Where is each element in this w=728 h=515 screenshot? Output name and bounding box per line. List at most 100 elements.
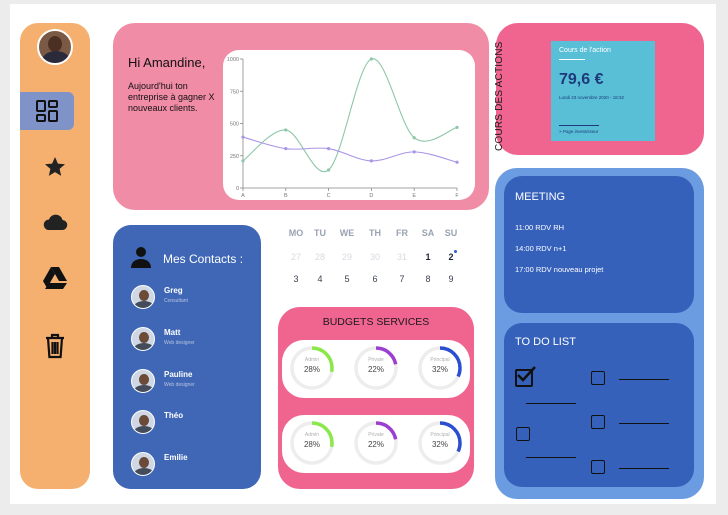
calendar-day[interactable]: 9	[448, 274, 454, 284]
budget-gauge[interactable]: Private 22%	[352, 344, 400, 392]
divider	[559, 125, 599, 126]
calendar-day-selected[interactable]: 2	[448, 252, 454, 262]
todo-checkbox[interactable]	[591, 415, 605, 429]
todo-checkbox-checked[interactable]	[515, 366, 536, 387]
gauge-ring	[290, 346, 334, 390]
calendar-day-header: TU	[314, 228, 326, 238]
calendar-day[interactable]: 30	[369, 252, 380, 262]
divider	[559, 59, 585, 60]
x-tick-label: F	[455, 193, 459, 199]
sidebar-item-dashboard[interactable]	[20, 92, 74, 130]
gauge-label: Principal	[430, 432, 450, 438]
budget-row: Admin 28% Private 22% Principal 32%	[282, 415, 470, 473]
contact-item[interactable]: Matt Web designer	[131, 327, 251, 355]
avatar[interactable]	[37, 29, 73, 65]
contact-name: Emilie	[164, 453, 188, 462]
contact-item[interactable]: Théo	[131, 410, 251, 438]
stock-panel: COURS DES ACTIONS Cours de l'action 79,6…	[494, 23, 704, 155]
todo-checkbox[interactable]	[591, 460, 605, 474]
checkmark-icon	[517, 366, 536, 382]
user-icon	[131, 247, 151, 268]
gauge-percent: 28%	[303, 440, 320, 449]
series-point	[241, 135, 245, 139]
gauge-label: Admin	[304, 432, 320, 438]
calendar-day[interactable]: 4	[317, 274, 323, 284]
stock-value: 79,6 €	[559, 71, 604, 88]
x-tick-label: E	[412, 193, 416, 199]
sidebar-item-drive[interactable]	[20, 259, 90, 297]
y-tick-label: 250	[230, 154, 239, 160]
calendar-day[interactable]: 3	[293, 274, 299, 284]
calendar-day[interactable]: 31	[396, 252, 407, 262]
budget-gauge[interactable]: Private 22%	[352, 419, 400, 467]
series-point	[241, 159, 245, 163]
stock-card[interactable]: Cours de l'action 79,6 € Lundi 23 novemb…	[551, 41, 655, 141]
budgets-title: BUDGETS SERVICES	[322, 316, 430, 328]
gauge-label: Principal	[430, 357, 450, 363]
series-point	[369, 159, 373, 163]
contact-item[interactable]: Emilie	[131, 452, 251, 480]
budget-gauge[interactable]: Admin 28%	[288, 344, 336, 392]
x-tick-label: A	[241, 193, 245, 199]
calendar-day[interactable]: 28	[314, 252, 325, 262]
series-point	[327, 168, 331, 172]
todo-checkbox[interactable]	[591, 371, 605, 385]
gauge-label: Private	[368, 357, 384, 363]
series-point	[284, 128, 288, 132]
gauge-label: Admin	[304, 357, 320, 363]
calendar-day-header: SU	[444, 228, 458, 238]
greeting-title: Hi Amandine,	[128, 55, 206, 70]
meeting-item[interactable]: 14:00 RDV n+1	[515, 244, 567, 253]
gauge-percent: 28%	[303, 365, 320, 374]
sidebar-item-favorites[interactable]	[20, 148, 90, 186]
contact-avatar	[131, 327, 155, 351]
series-line-1	[242, 136, 458, 163]
contact-avatar	[131, 369, 155, 393]
calendar-day[interactable]: 5	[344, 274, 350, 284]
y-tick-label: 500	[230, 122, 239, 128]
gauge-fill	[290, 421, 334, 465]
gauge-ring	[354, 346, 398, 390]
sidebar	[20, 23, 90, 489]
budget-gauge[interactable]: Admin 28%	[288, 419, 336, 467]
contact-item[interactable]: Greg Consultant	[131, 285, 251, 313]
calendar: MO TU WE TH FR SA SU 27 28 29 30 31 1 2 …	[283, 228, 469, 290]
todo-line[interactable]	[619, 379, 669, 380]
calendar-day[interactable]: 1	[425, 252, 431, 262]
event-dot	[454, 250, 457, 253]
calendar-day[interactable]: 6	[372, 274, 378, 284]
calendar-day[interactable]: 27	[290, 252, 301, 262]
todo-line[interactable]	[526, 403, 576, 404]
meeting-item[interactable]: 17:00 RDV nouveau projet	[515, 265, 604, 274]
sidebar-item-cloud[interactable]	[20, 203, 90, 241]
contacts-title: Mes Contacts :	[163, 252, 244, 266]
calendar-day-header: FR	[396, 228, 408, 238]
calendar-day[interactable]: 8	[425, 274, 431, 284]
contact-role: Consultant	[164, 298, 188, 304]
contact-item[interactable]: Pauline Web designer	[131, 369, 251, 397]
todo-line[interactable]	[619, 468, 669, 469]
calendar-day[interactable]: 7	[399, 274, 405, 284]
sidebar-item-trash[interactable]	[20, 327, 90, 365]
y-tick-label: 0	[236, 186, 239, 192]
series-point	[412, 150, 416, 154]
contact-avatar	[131, 410, 155, 434]
contact-name: Théo	[164, 411, 184, 420]
calendar-day[interactable]: 29	[341, 252, 352, 262]
calendar-day-header: TH	[369, 228, 381, 238]
x-tick-label: D	[369, 193, 373, 199]
todo-checkbox[interactable]	[516, 427, 530, 441]
contact-name: Pauline	[164, 370, 193, 379]
series-point	[455, 160, 459, 164]
series-point	[369, 57, 373, 61]
budget-gauge[interactable]: Principal 32%	[416, 419, 464, 467]
investor-page-link[interactable]: > Page investisseur	[559, 129, 599, 134]
budget-gauge[interactable]: Principal 32%	[416, 344, 464, 392]
gauge-percent: 32%	[431, 365, 448, 374]
todo-line[interactable]	[619, 423, 669, 424]
todo-line[interactable]	[526, 457, 576, 458]
meeting-item[interactable]: 11:00 RDV RH	[515, 223, 565, 232]
contact-avatar	[131, 452, 155, 476]
contact-role: Web designer	[164, 340, 195, 346]
budgets-panel: BUDGETS SERVICES Admin 28% Private 22% P…	[278, 307, 474, 489]
